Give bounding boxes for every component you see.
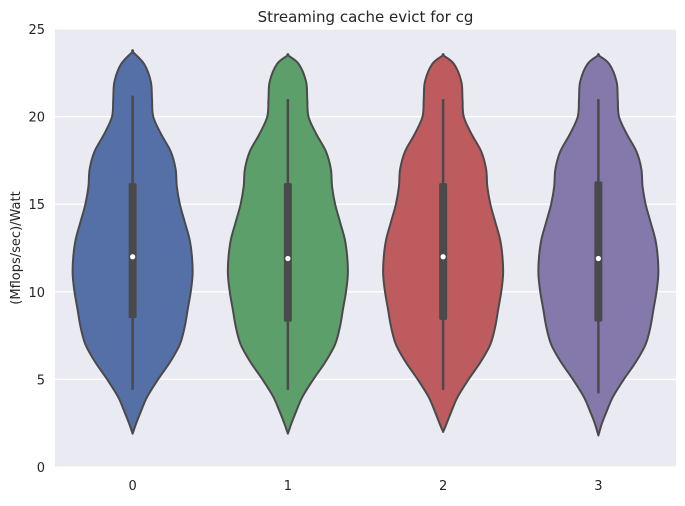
violin-iqr-box-2 <box>439 183 448 320</box>
chart-title: Streaming cache evict for cg <box>258 8 474 26</box>
x-tick-label: 2 <box>439 479 447 494</box>
y-tick-label: 0 <box>37 461 45 476</box>
y-axis-label: (Mflops/sec)/Watt <box>9 191 24 304</box>
violin-median-point-3 <box>595 255 601 262</box>
violin-iqr-box-3 <box>594 181 603 322</box>
y-tick-label: 15 <box>28 198 45 213</box>
violin-median-point-1 <box>285 255 291 262</box>
x-tick-label: 3 <box>594 479 602 494</box>
violins <box>71 49 660 437</box>
violin-median-point-2 <box>440 254 446 260</box>
violin-iqr-box-1 <box>283 183 292 322</box>
x-tick-label: 1 <box>284 479 292 494</box>
y-tick-label: 10 <box>28 286 45 301</box>
y-tick-label: 25 <box>28 23 45 38</box>
violin-iqr-box-0 <box>128 183 137 319</box>
y-tick-labels: 0 5 10 15 20 25 <box>28 23 45 476</box>
x-tick-label: 0 <box>128 479 136 494</box>
y-tick-label: 5 <box>37 373 45 388</box>
y-tick-label: 20 <box>28 111 45 126</box>
violin-median-point-0 <box>130 254 136 260</box>
x-tick-labels: 0 1 2 3 <box>128 479 602 494</box>
